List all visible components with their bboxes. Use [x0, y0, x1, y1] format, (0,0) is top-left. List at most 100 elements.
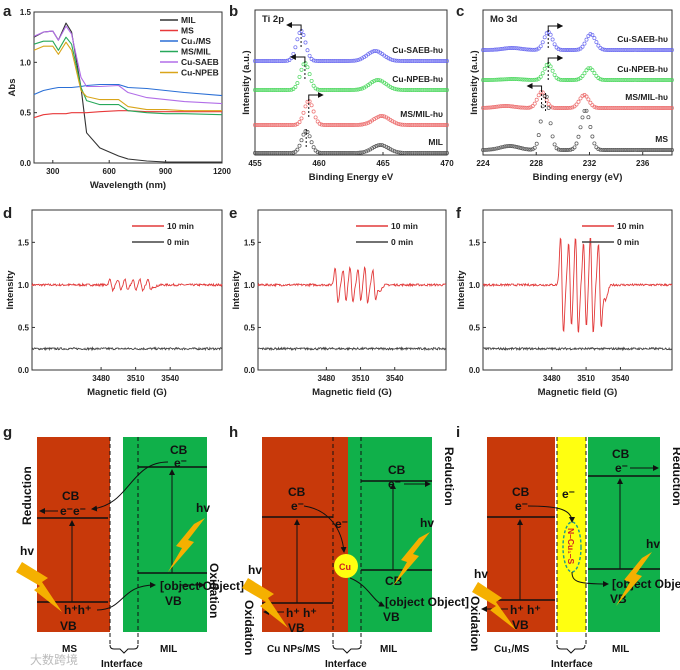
data-point [662, 106, 666, 110]
ms-electron: e⁻ [291, 499, 304, 513]
x-tick-label: 900 [159, 167, 173, 176]
data-point [418, 151, 423, 155]
data-point [538, 44, 543, 49]
data-point [586, 115, 591, 120]
data-point [293, 85, 298, 89]
interface-brace [109, 644, 139, 654]
data-point [530, 47, 535, 52]
mil-electron: e⁻ [388, 477, 401, 491]
data-point [576, 134, 581, 139]
data-point [420, 59, 425, 63]
data-point [295, 147, 300, 152]
data-point [390, 148, 395, 153]
data-point [331, 151, 336, 155]
y-axis-label: Intensity [456, 270, 467, 310]
data-point [592, 71, 597, 76]
data-point [640, 148, 645, 152]
data-point [329, 59, 334, 63]
data-point [502, 144, 507, 149]
y-axis-label: Intensity (a.u.) [241, 50, 252, 114]
data-point [366, 120, 371, 125]
data-point [506, 104, 511, 109]
data-point [604, 47, 609, 52]
data-point [291, 86, 296, 91]
data-point [422, 151, 427, 155]
data-point [362, 149, 367, 154]
legend-label: 10 min [167, 221, 194, 231]
series-label: Cu-NPEB-hυ [617, 64, 668, 74]
data-point [400, 122, 405, 127]
data-point [492, 47, 497, 52]
data-point [400, 150, 405, 155]
data-point [538, 74, 543, 79]
data-point [265, 151, 270, 155]
spectrum-title: Mo 3d [490, 14, 518, 25]
panel-label-c: c [456, 3, 464, 20]
data-point [293, 122, 298, 127]
data-point [418, 59, 423, 63]
data-point [416, 151, 421, 155]
n-cu-s-label: N–Cu₁–S [566, 528, 576, 564]
data-point [400, 87, 405, 92]
data-point [285, 123, 290, 127]
data-point [634, 48, 639, 52]
data-point [580, 74, 585, 78]
data-point [574, 47, 579, 52]
data-point [297, 143, 302, 148]
hv-label: hv [248, 563, 262, 577]
data-point [325, 151, 330, 155]
data-point [632, 78, 637, 82]
y-tick-label: 0.5 [469, 323, 481, 332]
ms-vb-label: VB [512, 618, 529, 632]
data-point [650, 78, 655, 82]
data-point [430, 151, 435, 155]
data-point [598, 106, 603, 110]
data-point [319, 150, 324, 155]
data-point [253, 123, 257, 127]
data-point [384, 144, 389, 149]
data-point [564, 48, 569, 52]
data-point [532, 101, 537, 106]
data-point [504, 77, 509, 82]
data-point [402, 122, 407, 127]
data-point [654, 48, 659, 52]
data-point [335, 88, 340, 92]
data-point [414, 123, 419, 127]
data-point [608, 78, 613, 82]
lightning-icon [168, 518, 205, 572]
data-point [550, 68, 555, 73]
data-point [489, 105, 493, 110]
data-point [422, 59, 427, 63]
data-point [293, 45, 298, 50]
data-point [638, 48, 643, 52]
data-point [392, 58, 397, 63]
data-point [311, 83, 316, 88]
data-point [370, 49, 375, 54]
data-point [441, 88, 445, 92]
data-point [572, 48, 577, 52]
data-point [263, 151, 268, 155]
data-point [341, 123, 346, 127]
data-point [485, 47, 489, 52]
data-point [301, 33, 306, 37]
data-point [360, 150, 365, 155]
data-point [325, 88, 330, 92]
data-point [598, 46, 603, 50]
data-point [578, 96, 583, 101]
data-point [315, 59, 320, 63]
data-point [253, 151, 257, 155]
lightning-icon [16, 562, 62, 612]
y-tick-label: 0.5 [18, 323, 30, 332]
data-point [624, 148, 629, 152]
data-point [434, 151, 439, 155]
data-point [372, 78, 377, 83]
data-point [432, 59, 437, 63]
data-point [404, 122, 409, 127]
data-point [323, 88, 328, 92]
data-point [560, 47, 565, 52]
x-tick-label: 3480 [92, 374, 110, 383]
x-tick-label: 300 [46, 167, 60, 176]
data-point [582, 108, 587, 113]
data-point [265, 123, 270, 127]
data-point [257, 88, 261, 92]
